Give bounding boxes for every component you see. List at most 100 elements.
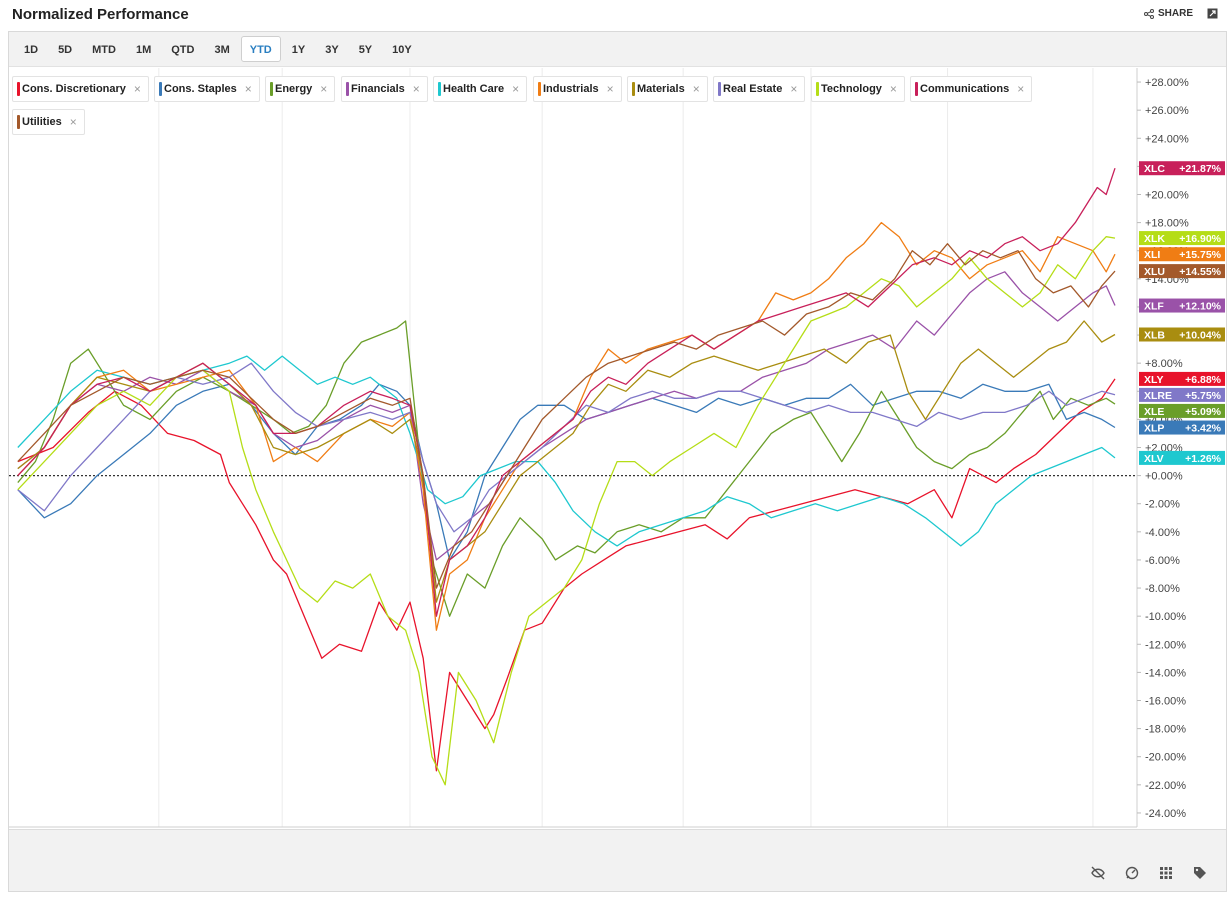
end-label-value: +16.90% [1179,233,1221,245]
end-label-xly: XLY +6.88% [1139,371,1225,386]
y-tick-label: +26.00% [1145,105,1189,117]
grid-icon[interactable] [1158,865,1174,881]
end-label-value: +14.55% [1179,266,1221,278]
end-label-value: +21.87% [1179,163,1221,175]
end-label-value: +10.04% [1179,329,1221,341]
y-tick-label: +24.00% [1145,133,1189,145]
legend-chip-xlb[interactable]: Materials × [627,76,708,102]
series-line-xlc[interactable] [17,167,1116,617]
expand-button[interactable] [1207,8,1218,19]
range-button-3y[interactable]: 3Y [325,44,339,56]
legend-chip-label: Real Estate [723,83,783,95]
end-label-symbol: XLE [1144,406,1164,418]
legend-chip-label: Health Care [443,83,505,95]
series-line-xle[interactable] [17,320,1116,617]
series-line-xlv[interactable] [17,355,1116,547]
legend-chip-xli[interactable]: Industrials × [533,76,622,102]
legend-chip-xlc[interactable]: Communications × [910,76,1033,102]
end-label-bg [1139,327,1225,342]
y-tick-label: -14.00% [1145,667,1186,679]
end-label-symbol: XLF [1144,301,1164,313]
remove-series-icon[interactable]: × [889,82,897,96]
bottom-toolbar [9,829,1226,891]
y-tick-label: -16.00% [1145,696,1186,708]
y-tick-label: +8.00% [1145,358,1183,370]
range-button-1m[interactable]: 1M [135,44,152,56]
end-label-bg [1139,403,1225,418]
legend-chip-label: Technology [821,83,882,95]
legend-chip-xlf[interactable]: Financials × [341,76,428,102]
series-line-xlu[interactable] [17,243,1116,589]
legend-chip-xle[interactable]: Energy × [265,76,336,102]
range-toolbar: 1D 5D MTD 1M QTD 3M YTD 1Y 3Y 5Y 10Y [9,32,1226,67]
legend-color-swatch [816,82,819,96]
end-label-xlu: XLU +14.55% [1139,264,1225,279]
range-button-10y[interactable]: 10Y [392,44,412,56]
series-line-xlb[interactable] [17,320,1116,603]
end-label-bg [1139,247,1225,262]
reset-zoom-icon[interactable] [1124,865,1140,881]
range-button-qtd[interactable]: QTD [171,44,195,56]
end-label-bg [1139,264,1225,279]
range-button-ytd[interactable]: YTD [240,36,281,62]
y-tick-label: -24.00% [1145,808,1186,820]
legend-chip-xlk[interactable]: Technology × [811,76,905,102]
end-label-bg [1139,420,1225,435]
legend-chip-xlv[interactable]: Health Care × [433,76,528,102]
end-label-symbol: XLK [1144,233,1165,245]
remove-series-icon[interactable]: × [244,82,252,96]
end-label-bg [1139,387,1225,402]
remove-series-icon[interactable]: × [320,82,328,96]
performance-chart[interactable]: Feb 3Mar 3Apr 1May 1Jun 2Jul 1Aug 1Sep 2… [9,32,1228,893]
remove-series-icon[interactable]: × [412,82,420,96]
remove-series-icon[interactable]: × [606,82,614,96]
range-button-mtd[interactable]: MTD [92,44,116,56]
range-button-5y[interactable]: 5Y [358,44,373,56]
end-label-symbol: XLRE [1144,390,1172,402]
end-label-value: +5.09% [1185,406,1222,418]
series-line-xly[interactable] [17,378,1116,772]
remove-series-icon[interactable]: × [133,82,141,96]
end-label-bg [1139,450,1225,465]
remove-series-icon[interactable]: × [69,115,77,129]
legend-chip-xlp[interactable]: Cons. Staples × [154,76,260,102]
end-label-symbol: XLB [1144,329,1165,341]
end-label-value: +15.75% [1179,249,1221,261]
y-tick-label: +28.00% [1145,77,1189,89]
remove-series-icon[interactable]: × [512,82,520,96]
legend-chip-label: Cons. Discretionary [22,83,126,95]
y-tick-label: -10.00% [1145,611,1186,623]
remove-series-icon[interactable]: × [790,82,798,96]
end-label-value: +12.10% [1179,301,1221,313]
end-label-xlc: XLC +21.87% [1139,161,1225,176]
end-label-xlre: XLRE +5.75% [1139,387,1225,402]
end-label-xle: XLE +5.09% [1139,403,1225,418]
end-label-value: +1.26% [1185,453,1222,465]
remove-series-icon[interactable]: × [1017,82,1025,96]
series-line-xlk[interactable] [17,236,1116,786]
tag-icon[interactable] [1192,865,1208,881]
legend-chip-label: Energy [275,83,313,95]
share-button[interactable]: SHARE [1143,8,1193,19]
range-button-1d[interactable]: 1D [24,44,39,56]
chart-frame: 1D 5D MTD 1M QTD 3M YTD 1Y 3Y 5Y 10Y Feb 3Mar 3Apr… [8,31,1227,892]
series-line-xlf[interactable] [17,271,1116,561]
range-selector: 1D 5D MTD 1M QTD 3M YTD 1Y 3Y 5Y 10Y [15,36,421,62]
legend-chip-xlre[interactable]: Real Estate × [713,76,806,102]
y-tick-label: -18.00% [1145,724,1186,736]
series-line-xli[interactable] [17,221,1116,631]
remove-series-icon[interactable]: × [692,82,700,96]
range-button-1y[interactable]: 1Y [291,44,306,56]
legend-color-swatch [17,82,20,96]
range-button-5d[interactable]: 5D [58,44,73,56]
legend-chip-xly[interactable]: Cons. Discretionary × [12,76,149,102]
end-label-xlp: XLP +3.42% [1139,420,1225,435]
series-line-xlp[interactable] [17,383,1116,561]
end-label-symbol: XLP [1144,423,1164,435]
legend-chip-xlu[interactable]: Utilities × [12,109,85,135]
end-label-bg [1139,161,1225,176]
y-tick-label: +20.00% [1145,190,1189,202]
hide-crosshair-icon[interactable] [1090,865,1106,881]
y-tick-label: +0.00% [1145,471,1183,483]
range-button-3m[interactable]: 3M [214,44,230,56]
